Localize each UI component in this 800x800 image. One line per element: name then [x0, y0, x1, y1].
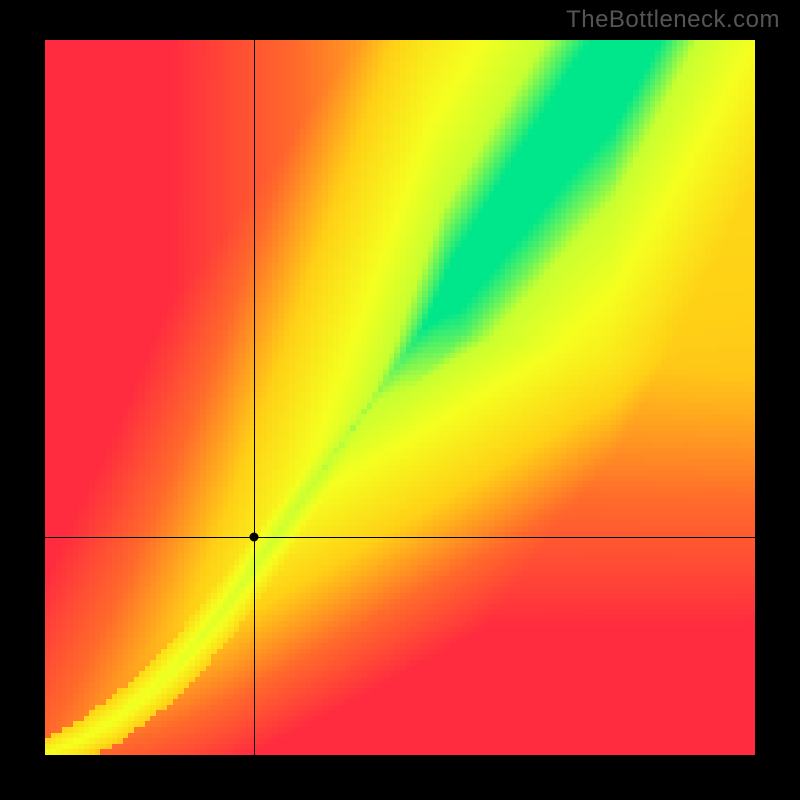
chart-frame: TheBottleneck.com	[0, 0, 800, 800]
crosshair-horizontal	[45, 537, 755, 538]
heatmap-canvas	[45, 40, 755, 755]
watermark-text: TheBottleneck.com	[566, 6, 780, 34]
crosshair-marker	[250, 532, 259, 541]
crosshair-vertical	[254, 40, 255, 755]
plot-area	[45, 40, 755, 755]
